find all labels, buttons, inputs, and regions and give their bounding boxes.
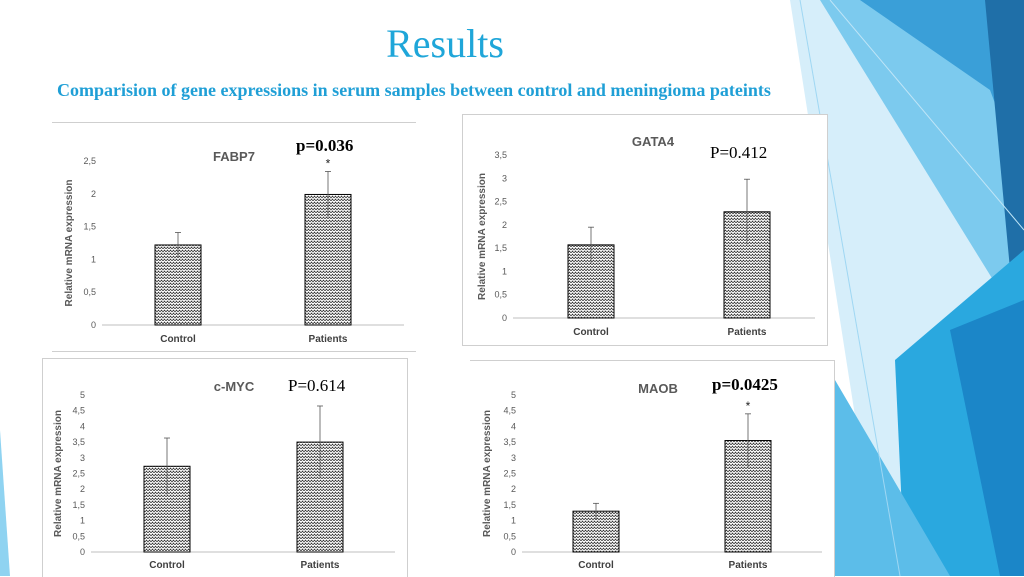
y-tick-label-maob: 3,5	[503, 437, 516, 447]
chart-maob-svg: MAOB Relative mRNA expression 0 0,5 1 1,5 2 2,5…	[482, 381, 822, 571]
y-tick-label-cmyc: 4	[80, 421, 85, 431]
p-value-fabp7: p=0.036	[296, 136, 354, 155]
y-tick-label-maob: 3	[511, 453, 516, 463]
category-label-maob-control: Control	[578, 560, 614, 571]
y-axis-label-maob: Relative mRNA expression	[482, 410, 493, 537]
y-tick-label-cmyc: 4,5	[72, 406, 85, 416]
y-tick-label-maob: 0	[511, 547, 516, 557]
y-tick-label-fabp7: 1	[91, 254, 96, 264]
y-tick-label-cmyc: 0	[80, 547, 85, 557]
y-tick-label-cmyc: 2,5	[72, 469, 85, 479]
chart-title-fabp7: FABP7	[213, 149, 255, 164]
significance-mark-maob: *	[746, 399, 751, 413]
y-tick-label-maob: 2	[511, 484, 516, 494]
y-tick-label-cmyc: 5	[80, 390, 85, 400]
p-value-maob: p=0.0425	[712, 375, 778, 394]
y-tick-label-gata4: 2,5	[494, 197, 507, 207]
y-tick-label-cmyc: 3	[80, 453, 85, 463]
y-tick-label-fabp7: 0	[91, 320, 96, 330]
y-tick-label-gata4: 1	[502, 266, 507, 276]
category-label-gata4-control: Control	[573, 327, 609, 338]
chart-maob: MAOB Relative mRNA expression 0 0,5 1 1,5 2 2,5…	[470, 360, 835, 577]
y-tick-label-cmyc: 1	[80, 516, 85, 526]
slide-subtitle: Comparision of gene expressions in serum…	[57, 80, 771, 100]
y-tick-label-gata4: 0,5	[494, 290, 507, 300]
significance-mark-fabp7: *	[326, 156, 331, 170]
y-tick-label-maob: 2,5	[503, 469, 516, 479]
chart-fabp7-svg: FABP7 Relative mRNA expression 0 0,5 1 1,5 2 2,…	[64, 149, 404, 345]
y-tick-label-maob: 4	[511, 421, 516, 431]
category-label-gata4-patients: Patients	[728, 327, 767, 338]
y-tick-label-gata4: 3	[502, 173, 507, 183]
y-tick-label-maob: 1	[511, 516, 516, 526]
y-axis-label-cmyc: Relative mRNA expression	[53, 410, 64, 537]
y-tick-label-gata4: 3,5	[494, 150, 507, 160]
y-tick-label-cmyc: 3,5	[72, 437, 85, 447]
y-tick-label-fabp7: 2,5	[83, 156, 96, 166]
chart-title-maob: MAOB	[638, 381, 678, 396]
chart-gata4-svg: GATA4 Relative mRNA expression 0 0,5 1 1,5 2 2,…	[477, 134, 815, 338]
chart-fabp7: FABP7 Relative mRNA expression 0 0,5 1 1,5 2 2,…	[52, 122, 416, 352]
chart-gata4: GATA4 Relative mRNA expression 0 0,5 1 1,5 2 2,…	[462, 114, 828, 346]
y-tick-label-gata4: 2	[502, 220, 507, 230]
category-label-fabp7-patients: Patients	[309, 334, 348, 345]
category-label-cmyc-patients: Patients	[301, 560, 340, 571]
chart-cmyc: c-MYC Relative mRNA expression 0 0,5 1 1,5 2 2,…	[42, 358, 408, 577]
chart-cmyc-svg: c-MYC Relative mRNA expression 0 0,5 1 1,5 2 2,…	[53, 379, 395, 571]
y-tick-label-fabp7: 1,5	[83, 222, 96, 232]
y-tick-label-maob: 1,5	[503, 500, 516, 510]
y-tick-label-cmyc: 0,5	[72, 531, 85, 541]
category-label-fabp7-control: Control	[160, 334, 196, 345]
chart-title-cmyc: c-MYC	[214, 379, 255, 394]
p-value-cmyc: P=0.614	[288, 376, 346, 395]
y-tick-label-maob: 5	[511, 390, 516, 400]
y-tick-label-gata4: 0	[502, 313, 507, 323]
y-tick-label-cmyc: 1,5	[72, 500, 85, 510]
y-axis-label-gata4: Relative mRNA expression	[477, 173, 488, 300]
y-tick-label-gata4: 1,5	[494, 243, 507, 253]
y-tick-label-fabp7: 0,5	[83, 287, 96, 297]
y-tick-label-cmyc: 2	[80, 484, 85, 494]
category-label-cmyc-control: Control	[149, 560, 185, 571]
y-tick-label-maob: 0,5	[503, 531, 516, 541]
category-label-maob-patients: Patients	[729, 560, 768, 571]
p-value-gata4: P=0.412	[710, 143, 768, 162]
slide-title: Results	[386, 21, 504, 66]
y-tick-label-maob: 4,5	[503, 406, 516, 416]
y-axis-label-fabp7: Relative mRNA expression	[64, 180, 75, 307]
chart-title-gata4: GATA4	[632, 134, 675, 149]
y-tick-label-fabp7: 2	[91, 189, 96, 199]
